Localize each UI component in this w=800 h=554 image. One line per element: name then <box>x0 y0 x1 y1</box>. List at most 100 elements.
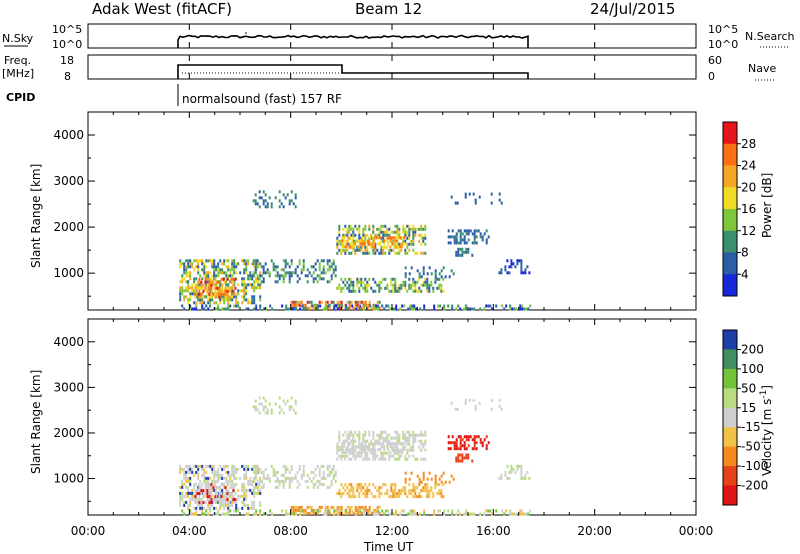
echo-cell <box>205 271 208 275</box>
echo-cell <box>398 448 401 452</box>
echo-cell <box>183 494 186 498</box>
echo-cell <box>370 511 373 515</box>
echo-cell <box>453 238 456 242</box>
echo-cell <box>208 277 211 281</box>
echo-cell <box>475 235 478 239</box>
echo-cell <box>214 498 217 502</box>
echo-cell <box>520 268 523 272</box>
echo-cell <box>185 470 188 474</box>
echo-cell <box>295 512 298 516</box>
echo-cell <box>227 464 230 468</box>
echo-cell <box>294 300 297 304</box>
echo-cell <box>322 265 325 269</box>
echo-cell <box>191 289 194 293</box>
echo-cell <box>189 491 192 495</box>
echo-cell <box>185 479 188 483</box>
echo-cell <box>514 265 517 269</box>
echo-cell <box>282 193 285 197</box>
echo-cell <box>408 233 411 237</box>
echo-cell <box>414 251 417 255</box>
echo-cell <box>247 467 250 471</box>
echo-cell <box>340 286 343 290</box>
echo-cell <box>211 274 214 278</box>
echo-cell <box>356 300 359 304</box>
echo-cell <box>346 433 349 437</box>
echo-cell <box>198 501 201 505</box>
echo-cell <box>408 227 411 231</box>
echo-cell <box>370 306 373 310</box>
echo-cell <box>291 307 294 311</box>
echo-cell <box>404 457 407 461</box>
echo-cell <box>231 479 234 483</box>
echo-cell <box>328 508 331 512</box>
echo-cell <box>457 435 460 439</box>
echo-cell <box>388 457 391 461</box>
echo-cell <box>202 289 205 293</box>
echo-cell <box>241 500 244 504</box>
echo-cell <box>384 439 387 443</box>
echo-cell <box>354 505 357 509</box>
echo-cell <box>278 190 281 194</box>
echo-cell <box>366 454 369 458</box>
echo-cell <box>215 473 218 477</box>
echo-cell <box>233 509 236 513</box>
echo-cell <box>231 265 234 269</box>
echo-cell <box>221 473 224 477</box>
echo-cell <box>194 289 197 293</box>
echo-cell <box>338 306 341 310</box>
echo-cell <box>348 433 351 437</box>
echo-cell <box>379 442 382 446</box>
echo-cell <box>245 292 248 296</box>
echo-cell <box>455 512 458 516</box>
echo-cell <box>358 442 361 446</box>
echo-cell <box>522 271 525 275</box>
echo-cell <box>414 289 417 293</box>
echo-cell <box>214 483 217 487</box>
echo-cell <box>288 280 291 284</box>
echo-cell <box>424 486 427 490</box>
echo-cell <box>337 512 340 516</box>
echo-cell <box>348 495 351 499</box>
echo-cell <box>187 259 190 263</box>
echo-cell <box>282 274 285 278</box>
echo-cell <box>413 512 416 516</box>
echo-cell <box>215 506 218 510</box>
echo-cell <box>364 277 367 281</box>
echo-cell <box>187 274 190 278</box>
echo-cell <box>266 271 269 275</box>
echo-cell <box>434 474 437 478</box>
echo-cell <box>341 239 344 243</box>
echo-cell <box>306 473 309 477</box>
echo-cell <box>183 470 186 474</box>
echo-cell <box>414 230 417 234</box>
echo-cell <box>348 251 351 255</box>
colorbar-swatch <box>723 143 737 166</box>
echo-cell <box>214 492 217 496</box>
echo-cell <box>243 503 246 507</box>
echo-cell <box>521 512 524 516</box>
echo-cell <box>287 512 290 516</box>
echo-cell <box>294 205 297 209</box>
cpid-label: CPID <box>6 91 35 104</box>
echo-cell <box>404 280 407 284</box>
echo-cell <box>395 512 398 516</box>
echo-cell <box>316 511 319 515</box>
echo-cell <box>217 512 220 516</box>
echo-cell <box>467 247 470 251</box>
echo-cell <box>216 286 219 290</box>
echo-cell <box>298 303 301 307</box>
echo-cell <box>420 457 423 461</box>
echo-cell <box>249 506 252 510</box>
echo-cell <box>393 239 396 243</box>
echo-cell <box>208 489 211 493</box>
echo-cell <box>485 435 488 439</box>
echo-cell <box>232 292 235 296</box>
echo-cell <box>524 473 527 477</box>
echo-cell <box>262 476 265 480</box>
echo-cell <box>296 303 299 307</box>
echo-cell <box>383 445 386 449</box>
echo-cell <box>388 248 391 252</box>
echo-cell <box>358 227 361 231</box>
echo-cell <box>380 430 383 434</box>
echo-cell <box>354 508 357 512</box>
